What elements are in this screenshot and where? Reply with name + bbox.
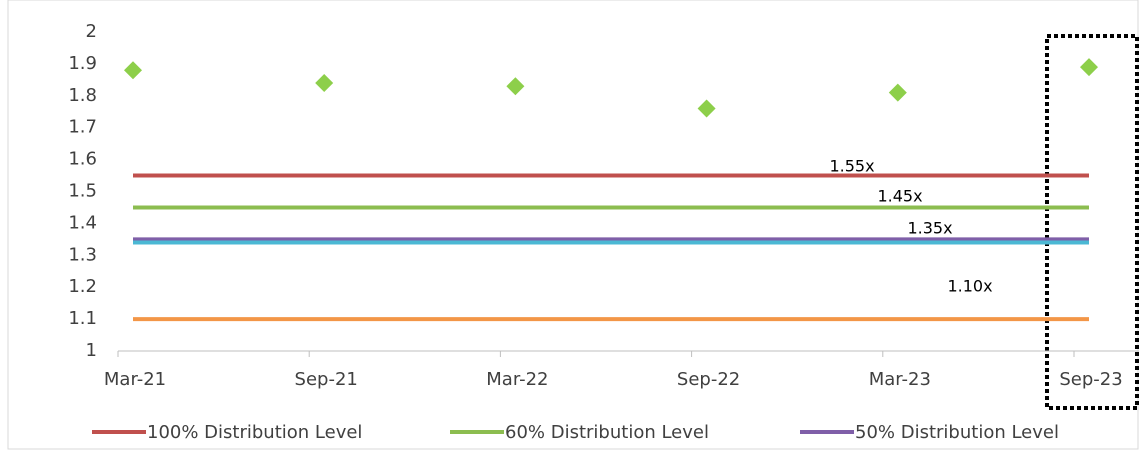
chart-border [7, 0, 1139, 450]
y-tick-label: 1.3 [68, 244, 97, 265]
legend-label: 60% Distribution Level [505, 422, 709, 443]
y-tick-label: 1.6 [68, 149, 97, 170]
x-tick-label: Mar-21 [104, 369, 166, 390]
y-tick-label: 1.4 [68, 212, 97, 233]
legend-label: 100% Distribution Level [147, 422, 362, 443]
diamond-marker [697, 99, 716, 118]
x-tick-label: Sep-22 [677, 369, 740, 390]
legend-label: 50% Distribution Level [855, 422, 1059, 443]
y-tick-label: 1.7 [68, 117, 97, 138]
diamond-marker [888, 83, 907, 102]
y-tick-label: 1.9 [68, 53, 97, 74]
y-tick-label: 1 [86, 340, 97, 361]
y-tick-label: 1.2 [68, 276, 97, 297]
diamond-marker [506, 77, 525, 96]
annotation: 1.35x [907, 219, 952, 238]
annotation: 1.55x [829, 157, 874, 176]
x-tick-label: Mar-23 [869, 369, 931, 390]
diamond-marker [315, 74, 334, 93]
x-tick-label: Mar-22 [486, 369, 548, 390]
y-tick-label: 1.5 [68, 181, 97, 202]
diamond-marker [1080, 58, 1098, 77]
highlight-box [1045, 34, 1139, 410]
x-tick-label: Sep-23 [1059, 369, 1122, 390]
x-tick-label: Sep-21 [295, 369, 358, 390]
y-tick-label: 2 [86, 21, 97, 42]
annotation: 1.45x [877, 187, 922, 206]
y-tick-label: 1.8 [68, 85, 97, 106]
annotation: 1.10x [947, 277, 992, 296]
y-tick-label: 1.1 [68, 308, 97, 329]
diamond-marker [124, 61, 142, 80]
